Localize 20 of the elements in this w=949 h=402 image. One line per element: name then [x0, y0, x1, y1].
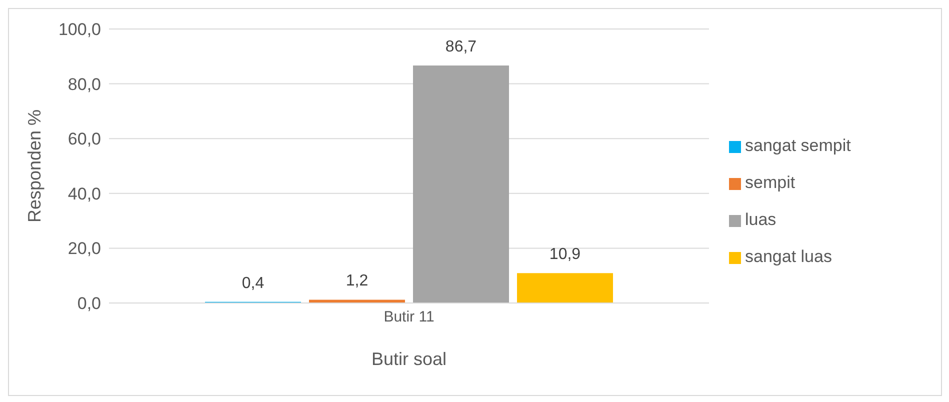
data-label: 10,9 [549, 246, 581, 264]
y-tick-label: 40,0 [68, 184, 101, 204]
y-tick-label: 60,0 [68, 130, 101, 149]
x-axis-title: Butir soal [371, 349, 447, 369]
data-label: 1,2 [346, 272, 368, 290]
y-axis-title: Responden % [24, 109, 44, 223]
legend-label: sempit [745, 173, 796, 192]
y-tick-label: 0,0 [77, 294, 101, 314]
bar [309, 300, 405, 303]
bar [413, 65, 509, 303]
y-tick-label: 100,0 [58, 20, 101, 40]
y-tick-label: 20,0 [68, 239, 101, 258]
legend-label: sangat sempit [745, 136, 851, 155]
data-label: 0,4 [242, 274, 264, 292]
legend-label: sangat luas [745, 247, 832, 266]
x-tick-label: Butir 11 [384, 308, 434, 326]
data-label: 86,7 [445, 38, 477, 56]
bar [517, 273, 613, 303]
y-tick-label: 80,0 [68, 74, 101, 94]
legend-label: luas [745, 210, 776, 229]
